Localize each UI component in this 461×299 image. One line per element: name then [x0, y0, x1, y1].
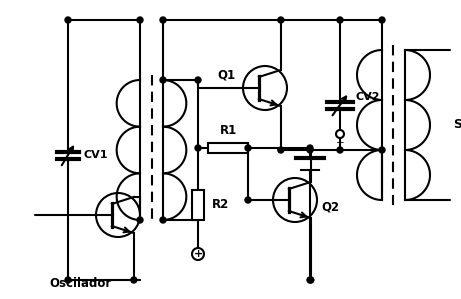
Circle shape [160, 17, 166, 23]
Text: +: + [193, 249, 203, 259]
Circle shape [65, 17, 71, 23]
Circle shape [137, 17, 143, 23]
Circle shape [379, 147, 385, 153]
Circle shape [131, 277, 137, 283]
Circle shape [337, 17, 343, 23]
Text: Q2: Q2 [321, 200, 339, 213]
Circle shape [195, 77, 201, 83]
Circle shape [337, 147, 343, 153]
Text: Q1: Q1 [217, 68, 235, 81]
FancyBboxPatch shape [192, 190, 204, 220]
Circle shape [307, 145, 313, 151]
Circle shape [278, 17, 284, 23]
Circle shape [195, 145, 201, 151]
Circle shape [65, 277, 71, 283]
Text: Saida: Saida [453, 118, 461, 132]
Circle shape [137, 217, 143, 223]
Circle shape [245, 197, 251, 203]
Text: R2: R2 [212, 199, 229, 211]
Circle shape [160, 77, 166, 83]
Circle shape [245, 145, 251, 151]
Circle shape [160, 217, 166, 223]
Text: +: + [336, 138, 344, 148]
Text: R1: R1 [219, 124, 236, 137]
Circle shape [307, 147, 313, 153]
Circle shape [307, 277, 313, 283]
Text: CV1: CV1 [83, 150, 107, 160]
Text: Oscilador: Oscilador [49, 277, 111, 290]
Circle shape [278, 147, 284, 153]
Circle shape [379, 17, 385, 23]
Text: CV2: CV2 [356, 92, 380, 102]
FancyBboxPatch shape [208, 143, 248, 153]
Circle shape [308, 277, 314, 283]
